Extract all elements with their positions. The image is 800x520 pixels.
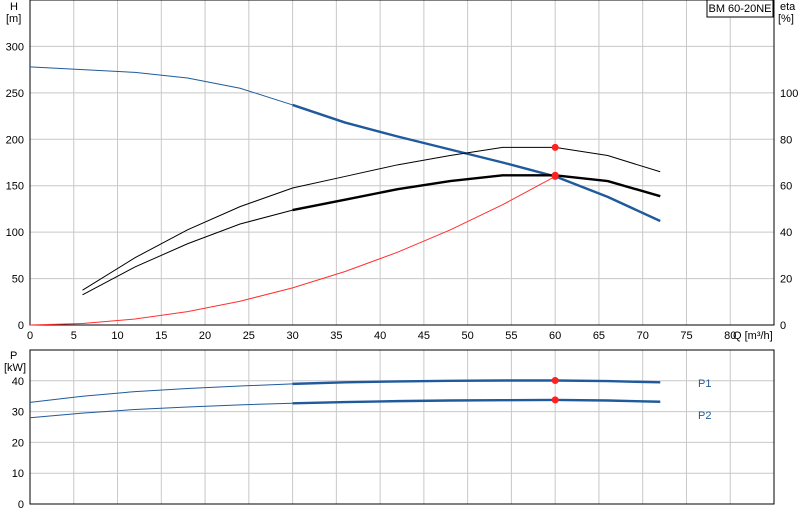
top-gridlines — [30, 0, 774, 325]
power-tick-label: 30 — [12, 407, 24, 419]
power-tick-label: 0 — [18, 499, 24, 511]
operating-point-marker — [552, 377, 559, 384]
power-axis-unit: [kW] — [4, 362, 26, 374]
p2-series-label: P2 — [698, 410, 711, 422]
head-tick-label: 100 — [6, 227, 24, 239]
eta-tick-label: 100 — [780, 88, 798, 100]
flow-tick-label: 40 — [374, 330, 386, 342]
eta-upper-curve — [83, 147, 661, 290]
flow-tick-label: 0 — [27, 330, 33, 342]
power-tick-label: 10 — [12, 468, 24, 480]
eta-axis-unit: [%] — [778, 13, 794, 25]
operating-point-marker — [552, 172, 559, 179]
bottom-panel: 0 10 20 30 40 P [kW] P1 P2 — [4, 350, 774, 511]
flow-tick-label: 25 — [243, 330, 255, 342]
head-tick-label: 150 — [6, 181, 24, 193]
top-tick-labels: 0 5 10 15 20 25 30 35 40 45 50 55 60 65 70 75 80 0 50 100 15… — [6, 41, 799, 342]
flow-tick-label: 50 — [462, 330, 474, 342]
eta-tick-label: 60 — [780, 181, 792, 193]
head-tick-label: 0 — [18, 320, 24, 332]
flow-tick-label: 65 — [593, 330, 605, 342]
flow-tick-label: 15 — [155, 330, 167, 342]
head-tick-label: 300 — [6, 41, 24, 53]
eta-axis-label: eta [%] — [778, 1, 796, 25]
eta-axis-title: eta — [780, 1, 796, 13]
flow-tick-label: 20 — [199, 330, 211, 342]
p1-series-label: P1 — [698, 378, 711, 390]
power-axis-label: P [kW] — [4, 350, 26, 374]
power-tick-label: 40 — [12, 376, 24, 388]
operating-point-marker — [552, 396, 559, 403]
flow-tick-label: 30 — [286, 330, 298, 342]
head-tick-label: 50 — [12, 274, 24, 286]
head-axis-title: H — [10, 1, 18, 13]
P2-curve-duty-range — [293, 400, 661, 403]
model-label-box: BM 60-20NE — [707, 0, 773, 17]
power-tick-label: 20 — [12, 437, 24, 449]
power-series-labels: P1 P2 — [698, 378, 711, 422]
flow-tick-label: 60 — [549, 330, 561, 342]
top-panel: 0 5 10 15 20 25 30 35 40 45 50 55 60 65 70 75 80 0 50 100 15… — [6, 0, 799, 342]
flow-tick-label: 70 — [637, 330, 649, 342]
bottom-curves — [30, 380, 660, 417]
operating-point-marker — [552, 144, 559, 151]
flow-axis-label: Q [m³/h] — [733, 330, 773, 342]
head-tick-label: 250 — [6, 88, 24, 100]
head-axis-unit: [m] — [6, 13, 21, 25]
head-axis-label: H [m] — [6, 1, 21, 25]
bottom-tick-labels: 0 10 20 30 40 — [12, 376, 24, 511]
top-plot-frame — [30, 0, 774, 325]
flow-tick-label: 55 — [505, 330, 517, 342]
eta-tick-label: 40 — [780, 227, 792, 239]
flow-tick-label: 75 — [680, 330, 692, 342]
flow-tick-label: 35 — [330, 330, 342, 342]
head-curve-duty-range — [293, 105, 661, 221]
head-tick-label: 200 — [6, 134, 24, 146]
eta-tick-label: 0 — [780, 320, 786, 332]
top-curves — [30, 67, 660, 325]
flow-tick-label: 10 — [111, 330, 123, 342]
flow-tick-label: 45 — [418, 330, 430, 342]
model-label: BM 60-20NE — [709, 3, 772, 15]
eta-tick-label: 20 — [780, 274, 792, 286]
bottom-plot-frame — [30, 350, 774, 504]
eta-tick-label: 80 — [780, 134, 792, 146]
power-axis-title: P — [10, 350, 17, 362]
head-curve — [30, 67, 660, 221]
flow-tick-label: 5 — [71, 330, 77, 342]
eta-lower-curve-duty-range — [293, 175, 661, 210]
bottom-gridlines — [30, 350, 774, 504]
